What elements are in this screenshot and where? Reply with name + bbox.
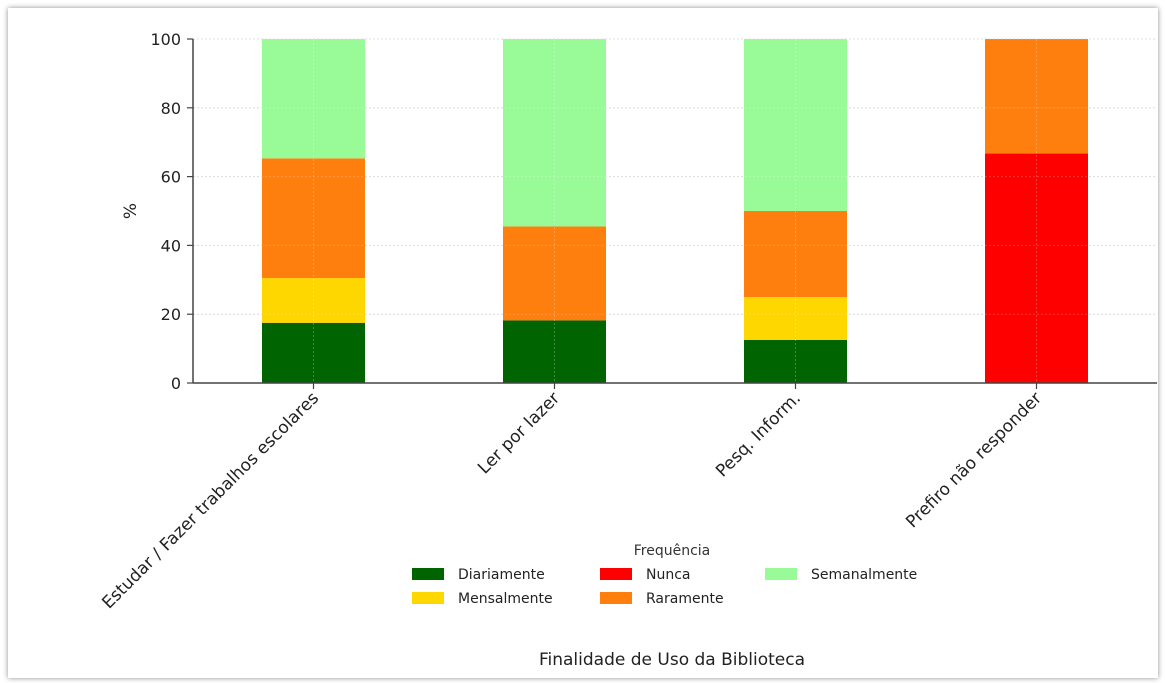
bar-segment-nunca <box>985 153 1088 383</box>
x-tick-label: Prefiro não responder <box>902 388 1046 532</box>
bar-segment-semanalmente <box>503 39 606 227</box>
x-tick-label: Ler por lazer <box>474 388 564 478</box>
legend-label-diariamente: Diariamente <box>458 567 545 583</box>
legend-label-mensalmente: Mensalmente <box>458 591 553 607</box>
bar-segment-diariamente <box>262 322 365 383</box>
bar-segment-raramente <box>262 158 365 279</box>
legend-title: Frequência <box>634 543 711 559</box>
bar-segment-raramente <box>503 226 606 321</box>
y-tick-label: 80 <box>161 99 181 118</box>
y-tick-label: 60 <box>161 168 181 187</box>
legend: Diariamente Mensalmente Nunca Raramente Sema… <box>412 567 917 607</box>
y-tick-label: 0 <box>171 374 181 393</box>
bar-segment-semanalmente <box>744 39 847 211</box>
bar-segment-diariamente <box>744 340 847 383</box>
bar-segment-raramente <box>985 39 1088 154</box>
legend-label-semanalmente: Semanalmente <box>811 567 917 583</box>
x-tick-label: Estudar / Fazer trabalhos escolares <box>98 388 323 613</box>
legend-label-nunca: Nunca <box>646 567 691 583</box>
legend-swatch-mensalmente <box>412 592 444 604</box>
legend-swatch-nunca <box>600 568 632 580</box>
y-tick-label: 20 <box>161 305 181 324</box>
legend-swatch-raramente <box>600 592 632 604</box>
x-tick-label: Pesq. Inform. <box>712 388 805 481</box>
y-axis-label: % <box>121 203 141 219</box>
y-tick-label: 100 <box>150 30 181 49</box>
legend-label-raramente: Raramente <box>646 591 724 607</box>
bars <box>193 38 1157 383</box>
x-axis-label: Finalidade de Uso da Biblioteca <box>539 650 805 670</box>
bar-segment-raramente <box>744 211 847 297</box>
bar-segment-semanalmente <box>262 39 365 159</box>
bar-segment-diariamente <box>503 320 606 383</box>
bar-segment-mensalmente <box>744 297 847 340</box>
legend-swatch-semanalmente <box>765 568 797 580</box>
legend-swatch-diariamente <box>412 568 444 580</box>
y-tick-label: 40 <box>161 236 181 255</box>
bar-segment-mensalmente <box>262 278 365 323</box>
